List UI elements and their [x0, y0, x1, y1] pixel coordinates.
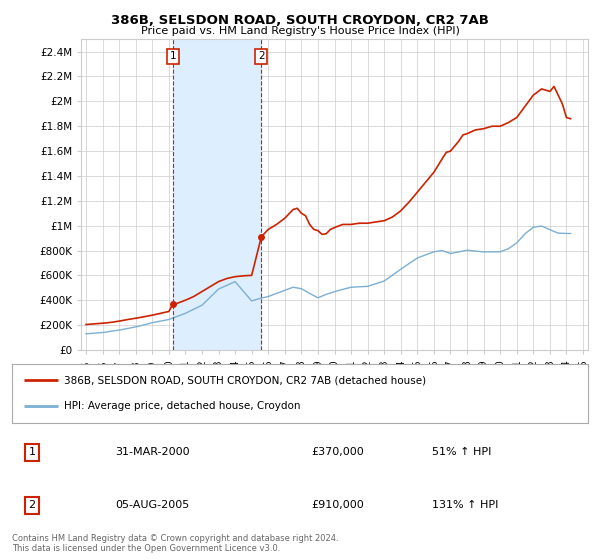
- Text: £910,000: £910,000: [311, 501, 364, 510]
- Text: £370,000: £370,000: [311, 447, 364, 457]
- Text: HPI: Average price, detached house, Croydon: HPI: Average price, detached house, Croy…: [64, 402, 301, 412]
- Text: Price paid vs. HM Land Registry's House Price Index (HPI): Price paid vs. HM Land Registry's House …: [140, 26, 460, 36]
- Text: 131% ↑ HPI: 131% ↑ HPI: [433, 501, 499, 510]
- Text: 386B, SELSDON ROAD, SOUTH CROYDON, CR2 7AB (detached house): 386B, SELSDON ROAD, SOUTH CROYDON, CR2 7…: [64, 375, 426, 385]
- Text: 2: 2: [258, 52, 265, 61]
- Text: 31-MAR-2000: 31-MAR-2000: [116, 447, 190, 457]
- Text: 2: 2: [29, 501, 36, 510]
- Bar: [173, 39, 261, 350]
- Text: 1: 1: [170, 52, 176, 61]
- Text: Contains HM Land Registry data © Crown copyright and database right 2024.
This d: Contains HM Land Registry data © Crown c…: [12, 534, 338, 553]
- Text: 05-AUG-2005: 05-AUG-2005: [116, 501, 190, 510]
- Text: 386B, SELSDON ROAD, SOUTH CROYDON, CR2 7AB: 386B, SELSDON ROAD, SOUTH CROYDON, CR2 7…: [111, 14, 489, 27]
- Text: 51% ↑ HPI: 51% ↑ HPI: [433, 447, 492, 457]
- Text: 1: 1: [29, 447, 35, 457]
